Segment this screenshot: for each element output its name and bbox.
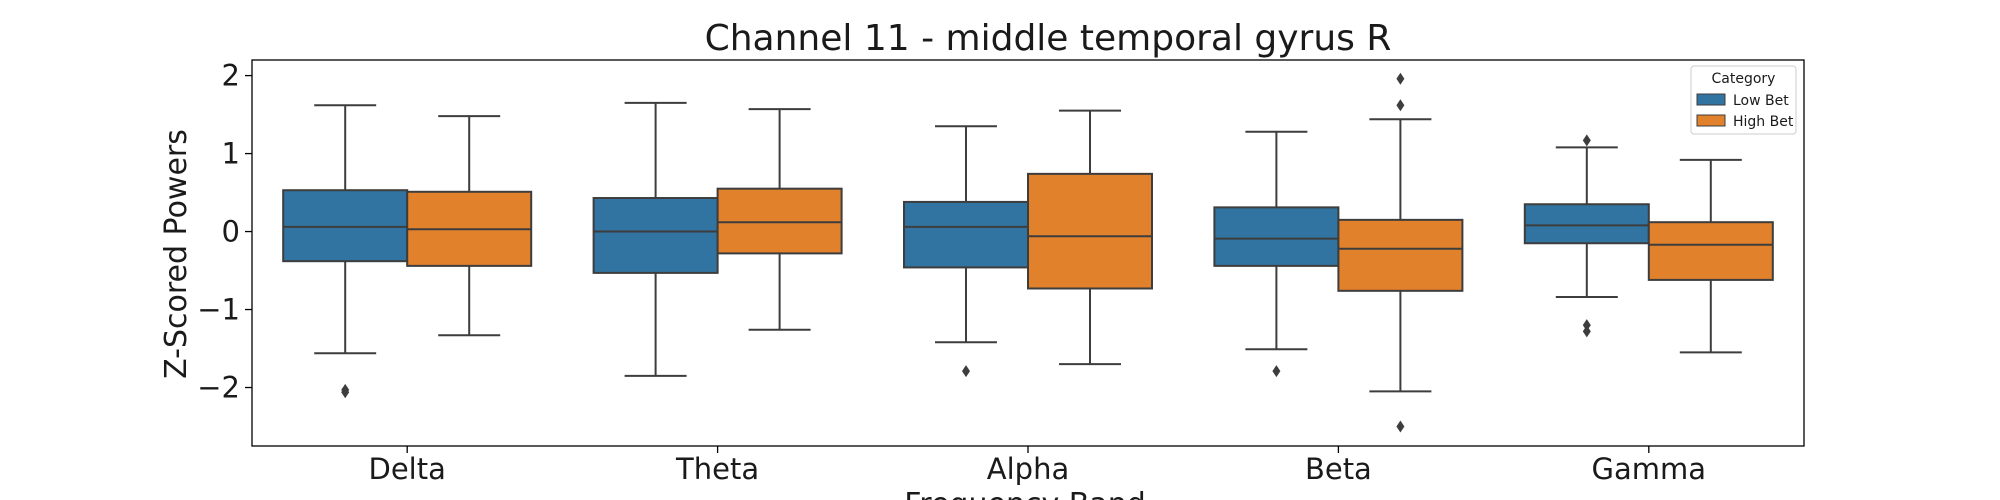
box-high-bet-delta bbox=[406, 115, 533, 337]
legend-title: Category bbox=[1712, 71, 1776, 87]
box-low-bet-beta bbox=[1213, 130, 1340, 378]
y-axis-label: Z-Scored Powers bbox=[159, 129, 194, 379]
iqr-box bbox=[1647, 221, 1774, 281]
plot-area: 2 1 0 −1 −2 Delta Theta Alpha Beta Gamma bbox=[197, 59, 1805, 486]
outlier-point bbox=[1582, 319, 1591, 332]
box-high-bet-beta bbox=[1337, 72, 1464, 433]
x-tick-label: Beta bbox=[1305, 452, 1372, 486]
outlier-point bbox=[1396, 99, 1405, 112]
iqr-box bbox=[903, 200, 1029, 269]
legend-swatch bbox=[1696, 114, 1726, 127]
x-axis-label: Frequency Band bbox=[904, 487, 1146, 500]
box-high-bet-gamma bbox=[1647, 158, 1774, 354]
iqr-box bbox=[716, 187, 843, 255]
legend: Category Low Bet High Bet bbox=[1690, 65, 1797, 135]
box-low-bet-delta bbox=[282, 104, 409, 399]
outlier-point bbox=[1396, 72, 1405, 85]
outlier-point bbox=[1272, 365, 1281, 378]
y-tick-label: −2 bbox=[197, 371, 240, 405]
outlier-point bbox=[1582, 134, 1591, 147]
outlier-point bbox=[1582, 325, 1591, 338]
iqr-box bbox=[1027, 172, 1153, 290]
box-low-bet-alpha bbox=[903, 125, 1029, 378]
legend-label: High Bet bbox=[1733, 114, 1794, 130]
chart-title: Channel 11 - middle temporal gyrus R bbox=[705, 18, 1392, 59]
legend-swatch bbox=[1696, 93, 1726, 106]
iqr-box bbox=[1337, 218, 1464, 292]
x-tick-label: Alpha bbox=[987, 452, 1069, 486]
outlier-point bbox=[341, 386, 350, 399]
legend-label: Low Bet bbox=[1733, 93, 1789, 109]
outlier-point bbox=[1396, 420, 1405, 433]
y-tick-label: −1 bbox=[197, 293, 240, 327]
x-tick-label: Theta bbox=[675, 452, 759, 486]
iqr-box bbox=[282, 189, 409, 263]
box-high-bet-theta bbox=[716, 108, 843, 331]
box-low-bet-theta bbox=[592, 101, 719, 377]
x-tick-label: Delta bbox=[369, 452, 446, 486]
iqr-box bbox=[1523, 203, 1650, 245]
y-tick-label: 0 bbox=[222, 215, 240, 249]
iqr-box bbox=[1213, 206, 1340, 267]
outlier-point bbox=[962, 365, 970, 378]
box-high-bet-alpha bbox=[1027, 109, 1153, 366]
x-tick-label: Gamma bbox=[1592, 452, 1707, 486]
box-low-bet-gamma bbox=[1523, 134, 1650, 338]
iqr-box bbox=[592, 197, 719, 274]
y-tick-label: 2 bbox=[222, 59, 240, 93]
y-tick-label: 1 bbox=[222, 137, 240, 171]
